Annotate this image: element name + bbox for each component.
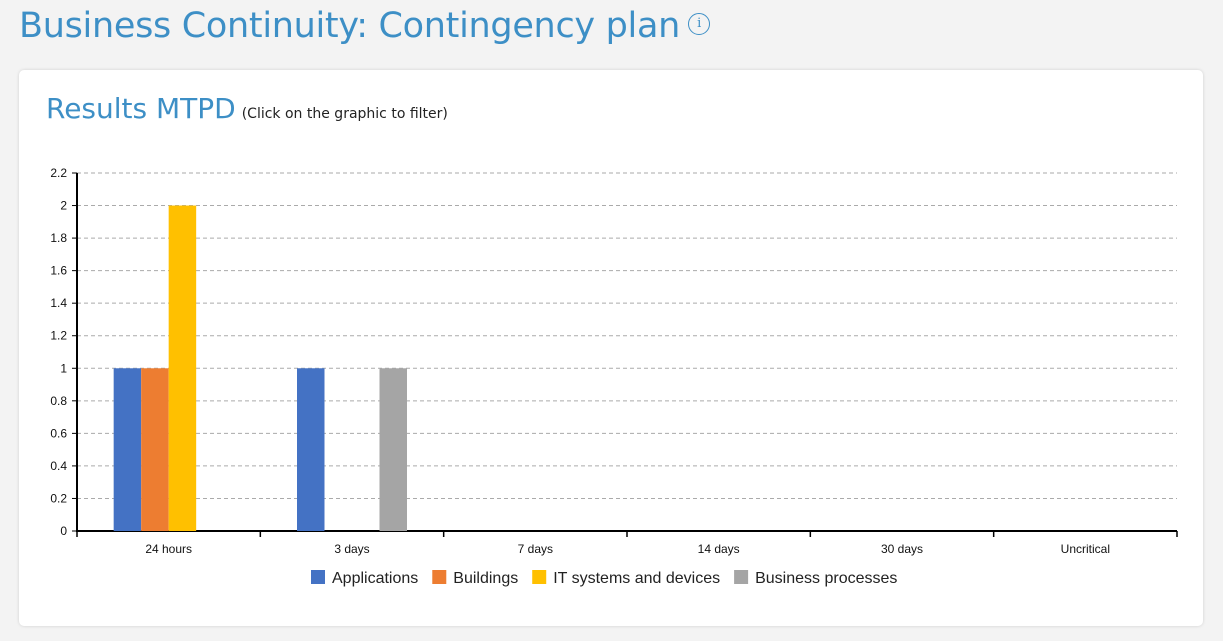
legend-swatch[interactable]	[432, 570, 447, 584]
card-title-text: Results MTPD	[46, 92, 236, 125]
page-title-text: Business Continuity: Contingency plan	[19, 6, 680, 46]
legend-swatch[interactable]	[311, 570, 325, 584]
y-tick-label: 0.2	[50, 491, 67, 505]
bar-applications[interactable]	[297, 368, 325, 531]
y-tick-label: 0.4	[50, 459, 67, 473]
y-tick-label: 1.4	[50, 296, 67, 310]
results-card: Results MTPD (Click on the graphic to fil…	[19, 70, 1203, 626]
page-title: Business Continuity: Contingency plan i	[19, 6, 710, 46]
x-tick-label: 3 days	[334, 542, 369, 556]
legend-label[interactable]: IT systems and devices	[553, 570, 720, 587]
x-tick-label: Uncritical	[1061, 542, 1110, 556]
y-tick-label: 1.8	[50, 231, 67, 245]
y-tick-label: 1	[60, 361, 67, 375]
card-subtitle: (Click on the graphic to filter)	[241, 106, 448, 122]
x-tick-label: 7 days	[518, 542, 553, 556]
legend-label[interactable]: Applications	[332, 570, 418, 587]
x-tick-label: 14 days	[698, 542, 740, 556]
y-tick-label: 0.6	[50, 426, 67, 440]
bar-business-processes[interactable]	[379, 368, 408, 531]
y-tick-label: 1.6	[50, 264, 67, 278]
info-icon[interactable]: i	[688, 13, 710, 35]
bar-it-systems-and-devices[interactable]	[168, 205, 197, 531]
x-tick-label: 24 hours	[145, 542, 192, 556]
bar-applications[interactable]	[113, 368, 142, 531]
card-title: Results MTPD (Click on the graphic to fil…	[46, 92, 448, 125]
y-tick-label: 2.2	[50, 166, 67, 180]
y-tick-label: 2	[60, 199, 67, 213]
legend-label[interactable]: Business processes	[755, 570, 897, 587]
y-tick-label: 1.2	[50, 329, 67, 343]
x-tick-label: 30 days	[881, 542, 923, 556]
legend-label[interactable]: Buildings	[453, 570, 518, 587]
y-tick-label: 0	[60, 524, 67, 538]
legend-swatch[interactable]	[734, 570, 749, 584]
legend-swatch[interactable]	[532, 570, 547, 584]
y-tick-label: 0.8	[50, 394, 67, 408]
bar-buildings[interactable]	[141, 368, 169, 531]
